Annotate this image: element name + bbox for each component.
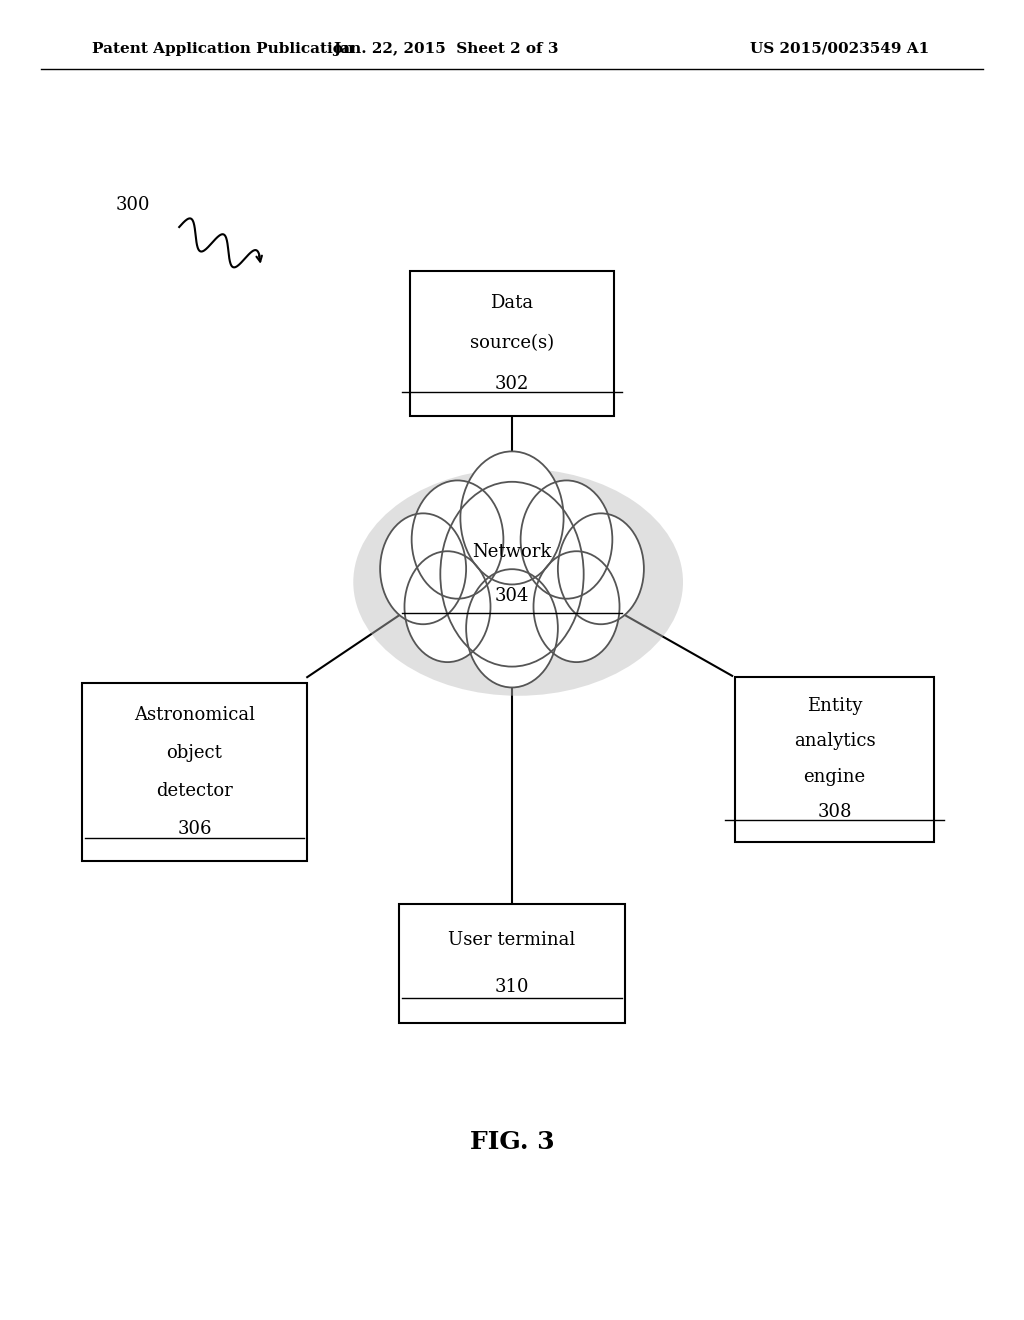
Text: User terminal: User terminal (449, 931, 575, 949)
Circle shape (461, 451, 563, 585)
Circle shape (520, 480, 612, 599)
Text: Network: Network (472, 544, 552, 561)
Text: 310: 310 (495, 978, 529, 997)
FancyBboxPatch shape (734, 676, 934, 842)
Text: Jan. 22, 2015  Sheet 2 of 3: Jan. 22, 2015 Sheet 2 of 3 (333, 42, 558, 55)
Text: Entity: Entity (807, 697, 862, 715)
FancyBboxPatch shape (82, 684, 307, 862)
Ellipse shape (353, 469, 683, 696)
Text: FIG. 3: FIG. 3 (470, 1130, 554, 1154)
FancyBboxPatch shape (410, 271, 614, 416)
Circle shape (440, 482, 584, 667)
Text: Patent Application Publication: Patent Application Publication (92, 42, 354, 55)
Circle shape (558, 513, 644, 624)
Circle shape (404, 552, 490, 663)
Text: Astronomical: Astronomical (134, 706, 255, 723)
Text: US 2015/0023549 A1: US 2015/0023549 A1 (750, 42, 930, 55)
Text: source(s): source(s) (470, 334, 554, 352)
Text: 306: 306 (177, 821, 212, 838)
Text: Data: Data (490, 294, 534, 312)
Text: 308: 308 (817, 803, 852, 821)
Circle shape (412, 480, 504, 599)
Circle shape (380, 513, 466, 624)
Text: detector: detector (157, 783, 232, 800)
Circle shape (534, 552, 620, 663)
Text: analytics: analytics (794, 733, 876, 750)
FancyBboxPatch shape (399, 904, 625, 1023)
Text: 304: 304 (495, 587, 529, 605)
Circle shape (466, 569, 558, 688)
Text: 300: 300 (116, 195, 151, 214)
Text: 302: 302 (495, 375, 529, 392)
Text: object: object (167, 744, 222, 762)
Text: engine: engine (804, 768, 865, 785)
